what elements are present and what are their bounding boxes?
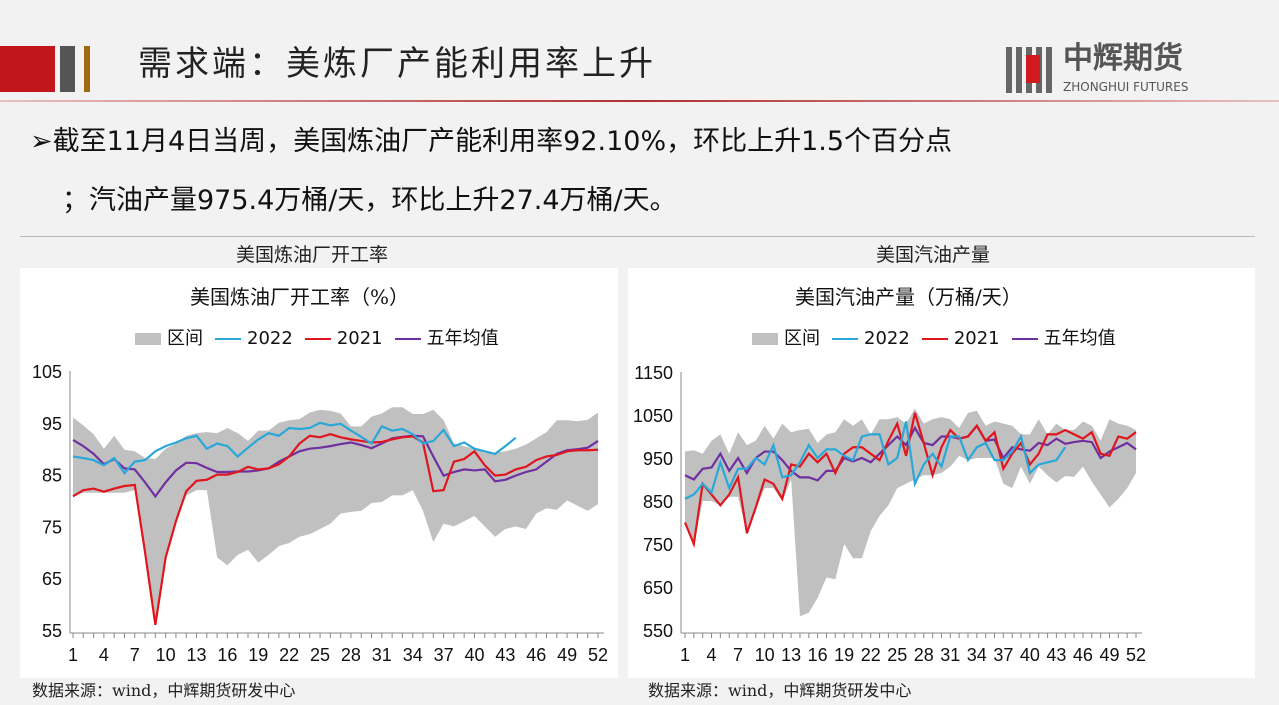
x-tick-label: 7 xyxy=(733,645,743,665)
legend-right: 区间 2022 2021 五年均值 xyxy=(752,328,1116,350)
x-tick-label: 1 xyxy=(680,645,690,665)
legend-label: 区间 xyxy=(167,328,203,349)
x-tick-label: 31 xyxy=(940,645,960,665)
x-tick-label: 25 xyxy=(887,645,907,665)
logo-icon xyxy=(1006,47,1054,93)
x-tick-label: 49 xyxy=(557,645,577,665)
legend-label: 区间 xyxy=(784,328,820,349)
header-divider xyxy=(0,100,1279,102)
x-tick-label: 4 xyxy=(707,645,717,665)
y-tick-label: 1150 xyxy=(634,363,673,383)
legend-swatch-avg xyxy=(394,337,421,340)
legend-swatch-2021 xyxy=(304,337,331,340)
chart-0: 105 95 85 75 65 55 1 4 7 10 13 16 19 22 25 28 31 34 37 40 43… xyxy=(32,362,608,665)
series-line-2021 xyxy=(683,412,1137,549)
y-tick-label: 550 xyxy=(643,621,673,641)
series-line-2022 xyxy=(72,421,517,475)
legend-label: 五年均值 xyxy=(1043,328,1116,349)
legend-label: 2021 xyxy=(953,328,1000,349)
chart-title-right: 美国汽油产量（万桶/天） xyxy=(795,285,1022,309)
y-tick-label: 650 xyxy=(643,578,673,598)
y-tick-label: 1050 xyxy=(633,406,673,426)
bullet-line-1: ➢截至11月4日当周，美国炼油厂产能利用率92.10%，环比上升1.5个百分点 xyxy=(30,125,952,159)
x-tick-label: 34 xyxy=(403,645,423,665)
x-tick-label: 28 xyxy=(341,645,361,665)
x-tick-label: 7 xyxy=(130,645,140,665)
y-tick-label: 85 xyxy=(42,466,62,486)
series-line-2022 xyxy=(684,421,1067,500)
x-tick-label: 46 xyxy=(1073,645,1093,665)
legend-label: 五年均值 xyxy=(426,328,499,349)
section-divider xyxy=(20,236,1255,237)
logo-text: 中辉期货 xyxy=(1063,41,1183,76)
x-tick-label: 1 xyxy=(68,645,78,665)
x-tick-label: 37 xyxy=(993,645,1013,665)
legend-left: 区间 2022 2021 五年均值 xyxy=(135,328,499,350)
x-tick-label: 31 xyxy=(372,645,392,665)
x-tick-label: 52 xyxy=(1126,645,1146,665)
legend-swatch-2022 xyxy=(832,337,858,340)
header-gray-bar xyxy=(60,46,75,92)
y-tick-label: 950 xyxy=(643,449,673,469)
panel-label-right: 美国汽油产量 xyxy=(876,244,991,266)
x-tick-label: 49 xyxy=(1099,645,1119,665)
x-tick-label: 13 xyxy=(781,645,801,665)
x-tick-label: 46 xyxy=(526,645,546,665)
x-tick-label: 4 xyxy=(99,645,109,665)
x-tick-label: 25 xyxy=(310,645,330,665)
legend-label: 2022 xyxy=(247,328,293,349)
x-tick-label: 28 xyxy=(914,645,934,665)
y-tick-label: 75 xyxy=(42,517,62,537)
legend-swatch-2022 xyxy=(215,337,241,340)
series-line-avg xyxy=(72,434,599,499)
y-tick-label: 55 xyxy=(42,621,62,641)
bullet-marker: ➢ xyxy=(30,126,53,157)
header-red-block xyxy=(0,46,55,92)
y-tick-label: 105 xyxy=(32,362,62,382)
legend-label: 2021 xyxy=(336,328,383,349)
x-tick-label: 40 xyxy=(464,645,484,665)
x-tick-label: 16 xyxy=(808,645,828,665)
logo-subtext: ZHONGHUI FUTURES xyxy=(1063,80,1189,94)
y-tick-label: 95 xyxy=(42,414,62,434)
chart-title-left: 美国炼油厂开工率（%） xyxy=(190,285,410,309)
x-tick-label: 22 xyxy=(861,645,881,665)
x-tick-label: 40 xyxy=(1020,645,1040,665)
x-tick-label: 52 xyxy=(588,645,608,665)
y-tick-label: 850 xyxy=(643,492,673,512)
x-tick-label: 43 xyxy=(495,645,515,665)
x-tick-label: 10 xyxy=(755,645,775,665)
x-tick-label: 19 xyxy=(834,645,854,665)
legend-swatch-range xyxy=(752,332,778,345)
bullet-text-2: ；汽油产量975.4万桶/天，环比上升27.4万桶/天。 xyxy=(62,185,677,216)
x-tick-label: 34 xyxy=(967,645,987,665)
legend-swatch-2021 xyxy=(921,337,948,340)
legend-swatch-avg xyxy=(1011,337,1038,340)
series-line-2021 xyxy=(72,433,599,625)
y-tick-label: 65 xyxy=(42,569,62,589)
x-tick-label: 22 xyxy=(279,645,299,665)
x-tick-label: 43 xyxy=(1046,645,1066,665)
range-band xyxy=(73,407,598,625)
legend-label: 2022 xyxy=(864,328,910,349)
range-band xyxy=(685,408,1136,617)
panel-label-left: 美国炼油厂开工率 xyxy=(236,244,389,266)
x-tick-label: 13 xyxy=(187,645,207,665)
source-right: 数据来源：wind，中辉期货研发中心 xyxy=(648,681,912,700)
header-gold-bar xyxy=(84,46,90,92)
source-left: 数据来源：wind，中辉期货研发中心 xyxy=(32,681,296,700)
x-tick-label: 10 xyxy=(156,645,176,665)
x-tick-label: 19 xyxy=(248,645,268,665)
legend-swatch-range xyxy=(135,332,161,345)
x-tick-label: 37 xyxy=(434,645,454,665)
page-title: 需求端：美炼厂产能利用率上升 xyxy=(138,44,656,84)
bullet-text-1: 截至11月4日当周，美国炼油厂产能利用率92.10%，环比上升1.5个百分点 xyxy=(52,126,953,157)
chart-1: 1150 1050 950 850 750 650 550 1 4 7 10 13 16 19 22 25 28… xyxy=(633,363,1146,665)
x-tick-label: 16 xyxy=(217,645,237,665)
y-tick-label: 750 xyxy=(643,535,673,555)
